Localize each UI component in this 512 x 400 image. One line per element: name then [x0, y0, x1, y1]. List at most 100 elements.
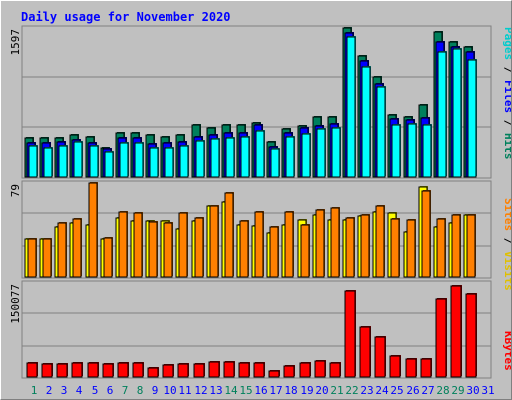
hits-pages-bar-21	[331, 127, 341, 178]
legend-separator: /	[502, 60, 511, 80]
visits-sites-bar-5	[88, 182, 98, 278]
day-label-24: 24	[375, 384, 389, 397]
visits-sites-bar-23	[360, 214, 370, 278]
hits-pages-bar-9	[149, 147, 159, 178]
day-label-19: 19	[300, 384, 313, 397]
visits-sites-bar-9	[148, 221, 158, 278]
day-label-1: 1	[31, 384, 38, 397]
visits-sites-bar-19	[300, 224, 310, 278]
files-legend-label: Files	[502, 80, 511, 113]
visits-sites-bar-30	[466, 214, 476, 278]
visits-sites-bar-12	[194, 217, 204, 278]
day-label-11: 11	[178, 384, 191, 397]
kbytes-axis-label: KBytes	[502, 331, 511, 371]
kbytes-kbytes-bar-16	[253, 362, 265, 378]
visits-sites-bar-26	[406, 219, 416, 278]
visits-sites-bar-25	[390, 218, 400, 278]
visits-sites-bar-20	[315, 209, 325, 278]
visits-sites-bar-4	[72, 218, 82, 278]
hits-pages-bar-29	[452, 48, 462, 178]
hits-pages-bar-6	[104, 151, 114, 178]
hits-pages-bar-28	[437, 51, 447, 178]
kbytes-kbytes-bar-2	[41, 363, 53, 378]
hits-pages-bar-7	[119, 142, 129, 178]
hits-pages-bar-17	[270, 148, 280, 178]
day-label-16: 16	[254, 384, 267, 397]
visits-sites-bar-21	[330, 207, 340, 278]
hits-pages-bar-18	[285, 136, 295, 178]
hits-pages-bar-26	[407, 123, 417, 178]
pages-legend-label: Pages	[502, 27, 511, 60]
kbytes-kbytes-bar-6	[102, 363, 114, 378]
hits-pages-bar-10	[164, 147, 174, 178]
day-label-29: 29	[451, 384, 464, 397]
kbytes-kbytes-bar-5	[87, 362, 99, 378]
hits-axis-label: Pages / Files / Hits	[502, 27, 511, 160]
visits-sites-bar-2	[42, 238, 52, 278]
hits-pages-bar-11	[179, 145, 189, 178]
hits-pages-bar-4	[73, 141, 83, 178]
visits-sites-bar-10	[163, 222, 173, 278]
day-label-5: 5	[92, 384, 99, 397]
hits-legend-label: Hits	[502, 133, 511, 160]
kbytes-kbytes-bar-27	[420, 358, 432, 378]
day-label-10: 10	[163, 384, 176, 397]
day-label-15: 15	[239, 384, 252, 397]
hits-pages-bar-12	[195, 140, 205, 178]
kbytes-kbytes-bar-9	[147, 367, 159, 378]
kbytes-kbytes-bar-19	[299, 362, 311, 378]
visits-legend-label: Visits	[502, 251, 511, 291]
visits-sites-bar-13	[209, 205, 219, 278]
hits-pages-bar-16	[255, 130, 265, 178]
day-label-21: 21	[330, 384, 343, 397]
hits-pages-bar-15	[240, 136, 250, 178]
day-label-17: 17	[269, 384, 282, 397]
day-label-28: 28	[436, 384, 449, 397]
hits-pages-bar-30	[467, 59, 477, 178]
hits-pages-bar-27	[422, 124, 432, 178]
hits-pages-bar-1	[28, 145, 38, 178]
hits-bars	[24, 27, 477, 178]
day-label-31: 31	[481, 384, 494, 397]
kbytes-kbytes-bar-17	[268, 370, 280, 378]
day-label-8: 8	[137, 384, 144, 397]
hits-pages-bar-24	[376, 86, 386, 178]
hits-plot-frame	[21, 25, 492, 179]
hits-pages-bar-13	[210, 138, 220, 178]
kbytes-kbytes-bar-23	[359, 326, 371, 378]
hits-pages-bar-22	[346, 36, 356, 178]
day-labels: 1 2 3 4 5 6 7 8 9 10 11 12 13 14 15 16 17 18 19 20 21 22 23 24 2…	[31, 384, 495, 397]
hits-pages-bar-14	[225, 137, 235, 178]
visits-scale-label: 79	[9, 184, 22, 197]
visits-sites-bar-16	[254, 211, 264, 278]
kbytes-kbytes-bar-21	[329, 362, 341, 378]
visits-plot-frame	[21, 180, 492, 279]
kbytes-plot-frame	[21, 280, 492, 379]
kbytes-kbytes-bar-24	[374, 336, 386, 378]
kbytes-kbytes-bar-29	[450, 285, 462, 378]
day-label-2: 2	[46, 384, 53, 397]
hits-pages-bar-2	[43, 147, 53, 178]
kbytes-kbytes-bar-28	[435, 298, 447, 378]
visits-sites-bar-27	[421, 190, 431, 278]
visits-sites-bar-8	[133, 212, 143, 278]
hits-pages-bar-23	[361, 66, 371, 178]
kbytes-kbytes-bar-12	[193, 363, 205, 378]
day-label-20: 20	[315, 384, 328, 397]
visits-sites-bar-17	[269, 226, 279, 278]
visits-sites-bar-28	[436, 218, 446, 278]
day-label-13: 13	[209, 384, 222, 397]
visits-panel: 79 Sites / Visits	[9, 180, 511, 291]
day-label-12: 12	[194, 384, 207, 397]
visits-bars	[24, 182, 476, 278]
day-label-9: 9	[152, 384, 159, 397]
visits-sites-bar-24	[375, 205, 385, 278]
visits-sites-bar-29	[451, 214, 461, 278]
kbytes-panel: 150077 KBytes	[9, 280, 511, 379]
kbytes-kbytes-bar-22	[344, 290, 356, 378]
kbytes-kbytes-bar-18	[283, 365, 295, 378]
day-label-4: 4	[76, 384, 83, 397]
hits-scale-label: 1597	[9, 29, 22, 56]
